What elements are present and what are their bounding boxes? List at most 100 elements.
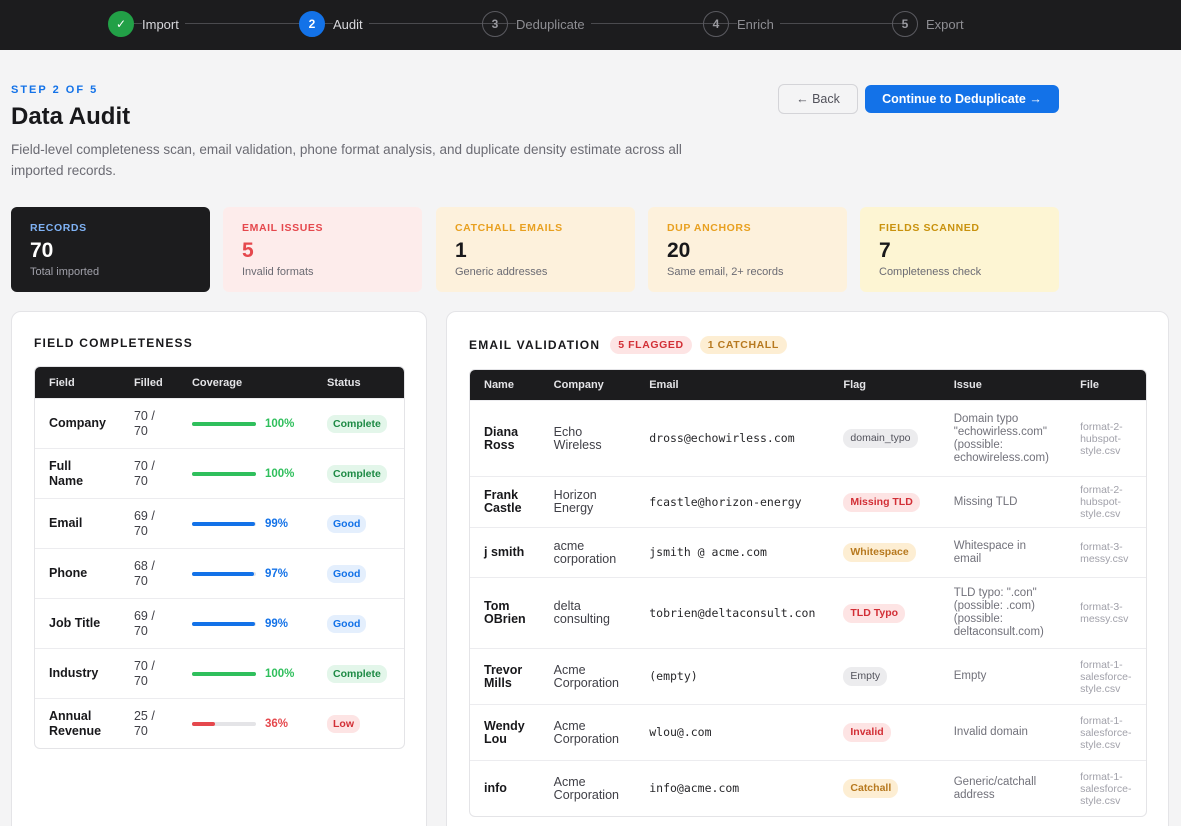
contact-name: Wendy Lou (470, 704, 540, 760)
email-address: info@acme.com (635, 760, 830, 816)
filled-count: 25 / 70 (119, 698, 178, 748)
step-audit[interactable]: 2 Audit (299, 11, 369, 37)
step-label: Export (926, 16, 970, 32)
stat-desc: Completeness check (879, 266, 982, 278)
field-name: Annual Revenue (35, 698, 120, 748)
flag-cell: Invalid (829, 704, 940, 760)
flag-cell: Empty (829, 648, 940, 704)
stat-label: FIELDS SCANNED (879, 222, 980, 234)
flag-badge: Missing TLD (843, 492, 920, 512)
step-deduplicate[interactable]: 3 Deduplicate (482, 11, 591, 37)
source-file: format-1-salesforce-style.csv (1066, 704, 1146, 760)
source-file: format-2-hubspot-style.csv (1066, 476, 1146, 527)
back-button[interactable]: ← Back (778, 84, 858, 114)
step-number: 2 (299, 11, 325, 37)
completeness-table-wrap: Field Filled Coverage Status Company 70 /… (34, 366, 405, 749)
step-number: 5 (892, 11, 918, 37)
email-address: (empty) (635, 648, 830, 704)
status-badge: Complete (327, 414, 387, 433)
column-header: Issue (939, 370, 1067, 400)
field-name: Full Name (35, 448, 120, 498)
contact-name: Tom OBrien (470, 577, 540, 648)
coverage-cell: 100% (177, 448, 314, 498)
email-address: dross@echowirless.com (635, 400, 830, 476)
table-row: Diana Ross Echo Wireless dross@echowirless… (470, 400, 1146, 476)
coverage-bar (191, 621, 256, 626)
coverage-cell: 99% (177, 598, 314, 648)
field-name: Email (35, 498, 120, 548)
issue-text: Whitespace in email (939, 527, 1067, 577)
field-name: Job Title (35, 598, 120, 648)
table-row: Trevor Mills Acme Corporation (empty) Empty… (470, 648, 1146, 704)
coverage-cell: 99% (177, 498, 314, 548)
stat-label: DUP ANCHORS (667, 222, 752, 234)
status-badge: Complete (327, 664, 387, 683)
status-cell: Good (313, 548, 404, 598)
stat-desc: Total imported (30, 266, 100, 278)
field-name: Company (35, 398, 120, 448)
status-badge: Good (327, 564, 367, 583)
table-row: Phone 68 / 70 97% Good (35, 548, 404, 598)
field-completeness-panel: FIELD COMPLETENESS Field Filled Coverage… (11, 311, 427, 826)
stat-label: RECORDS (30, 222, 87, 234)
step-label: Import (142, 16, 185, 32)
email-validation-panel: EMAIL VALIDATION 5 FLAGGED 1 CATCHALL Na… (446, 311, 1169, 826)
step-import[interactable]: ✓ Import (108, 11, 185, 37)
status-cell: Good (313, 498, 404, 548)
stat-desc: Invalid formats (242, 266, 314, 278)
filled-count: 70 / 70 (119, 398, 178, 448)
email-address: fcastle@horizon-energy (635, 476, 830, 527)
table-row: Annual Revenue 25 / 70 36% Low (35, 698, 404, 748)
flag-badge: Invalid (843, 723, 891, 742)
email-address: wlou@.com (635, 704, 830, 760)
coverage-cell: 36% (177, 698, 314, 748)
table-row: Company 70 / 70 100% Complete (35, 398, 404, 448)
continue-button[interactable]: Continue to Deduplicate → (865, 85, 1059, 113)
completeness-table: Field Filled Coverage Status Company 70 /… (35, 367, 404, 748)
wizard-stepper: ✓ Import 2 Audit 3 Deduplicate 4 Enrich … (0, 0, 1181, 50)
coverage-percent: 99% (264, 617, 288, 630)
stat-value: 1 (455, 239, 467, 262)
step-export[interactable]: 5 Export (892, 11, 970, 37)
column-header: Filled (119, 367, 178, 398)
source-file: format-1-salesforce-style.csv (1066, 760, 1146, 816)
coverage-percent: 100% (264, 417, 295, 430)
stat-label: EMAIL ISSUES (242, 222, 324, 234)
company-name: Acme Corporation (539, 760, 636, 816)
stat-card-email-issues: EMAIL ISSUES 5 Invalid formats (223, 207, 422, 292)
contact-name: Diana Ross (470, 400, 540, 476)
step-enrich[interactable]: 4 Enrich (703, 11, 780, 37)
issue-text: Generic/catchall address (939, 760, 1067, 816)
status-badge: Good (327, 614, 367, 633)
field-name: Industry (35, 648, 120, 698)
column-header: Flag (829, 370, 940, 400)
status-badge: Good (327, 514, 367, 533)
contact-name: Trevor Mills (470, 648, 540, 704)
table-row: Frank Castle Horizon Energy fcastle@horizo… (470, 476, 1146, 527)
coverage-cell: 100% (177, 648, 314, 698)
coverage-cell: 100% (177, 398, 314, 448)
coverage-bar-fill (191, 621, 256, 626)
coverage-bar-fill (191, 471, 256, 476)
stat-card-catchall: CATCHALL EMAILS 1 Generic addresses (436, 207, 635, 292)
stat-card-fields-scanned: FIELDS SCANNED 7 Completeness check (860, 207, 1059, 292)
step-number: 4 (703, 11, 729, 37)
column-header: Field (35, 367, 120, 398)
issue-text: TLD typo: ".con" (possible: .com) (possi… (939, 577, 1067, 648)
coverage-percent: 36% (264, 717, 288, 730)
status-badge: Low (327, 714, 361, 733)
stat-card-records: RECORDS 70 Total imported (11, 207, 210, 292)
step-connector (312, 23, 495, 24)
coverage-bar-fill (191, 521, 256, 526)
status-cell: Complete (313, 398, 404, 448)
coverage-bar-fill (191, 721, 215, 726)
column-header: Company (539, 370, 636, 400)
email-table: Name Company Email Flag Issue File Diana… (470, 370, 1146, 816)
source-file: format-1-salesforce-style.csv (1066, 648, 1146, 704)
stat-desc: Generic addresses (455, 266, 548, 278)
email-table-wrap: Name Company Email Flag Issue File Diana… (469, 369, 1147, 817)
flag-cell: TLD Typo (829, 577, 940, 648)
company-name: acme corporation (539, 527, 636, 577)
step-connector (121, 23, 311, 24)
contact-name: Frank Castle (470, 476, 540, 527)
